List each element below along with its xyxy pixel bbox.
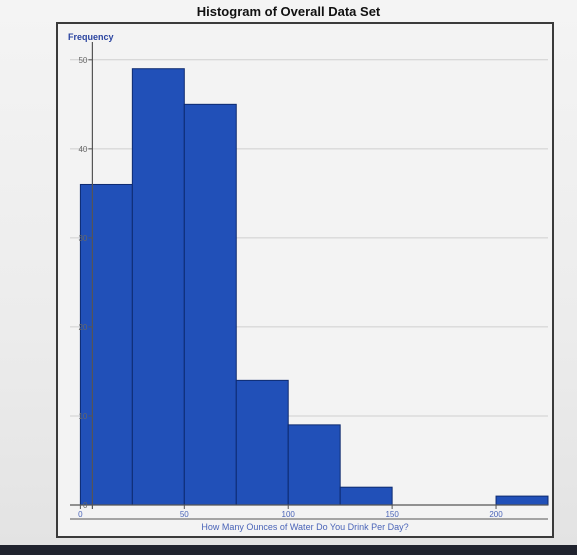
x-tick-label: 50	[180, 510, 189, 519]
histogram-bar	[183, 103, 237, 506]
y-tick-label: 20	[78, 323, 87, 332]
histogram-bar	[235, 379, 289, 506]
chart-title: Histogram of Overall Data Set	[196, 4, 381, 19]
y-axis-title: Frequency	[68, 32, 114, 42]
y-tick-label: 30	[78, 234, 87, 243]
x-tick-label: 150	[385, 510, 399, 519]
y-tick-label: 10	[78, 412, 87, 421]
x-tick-label: 100	[282, 510, 296, 519]
histogram-bar	[79, 183, 133, 506]
axes: 0 10 20 30 40 50 0 50 100 150 200	[70, 42, 548, 520]
y-tick-label: 0	[83, 501, 88, 510]
x-axis-title: How Many Ounces of Water Do You Drink Pe…	[201, 522, 408, 532]
histogram-bars	[79, 68, 549, 506]
y-tick-label: 50	[78, 56, 87, 65]
y-tick-label: 40	[78, 145, 87, 154]
histogram-bar	[131, 68, 185, 506]
x-tick-label: 200	[489, 510, 503, 519]
x-tick-label: 0	[78, 510, 83, 519]
histogram-bar	[287, 424, 341, 506]
histogram-bar	[339, 486, 393, 506]
histogram-bar	[495, 495, 549, 506]
bottom-strip	[0, 545, 577, 555]
